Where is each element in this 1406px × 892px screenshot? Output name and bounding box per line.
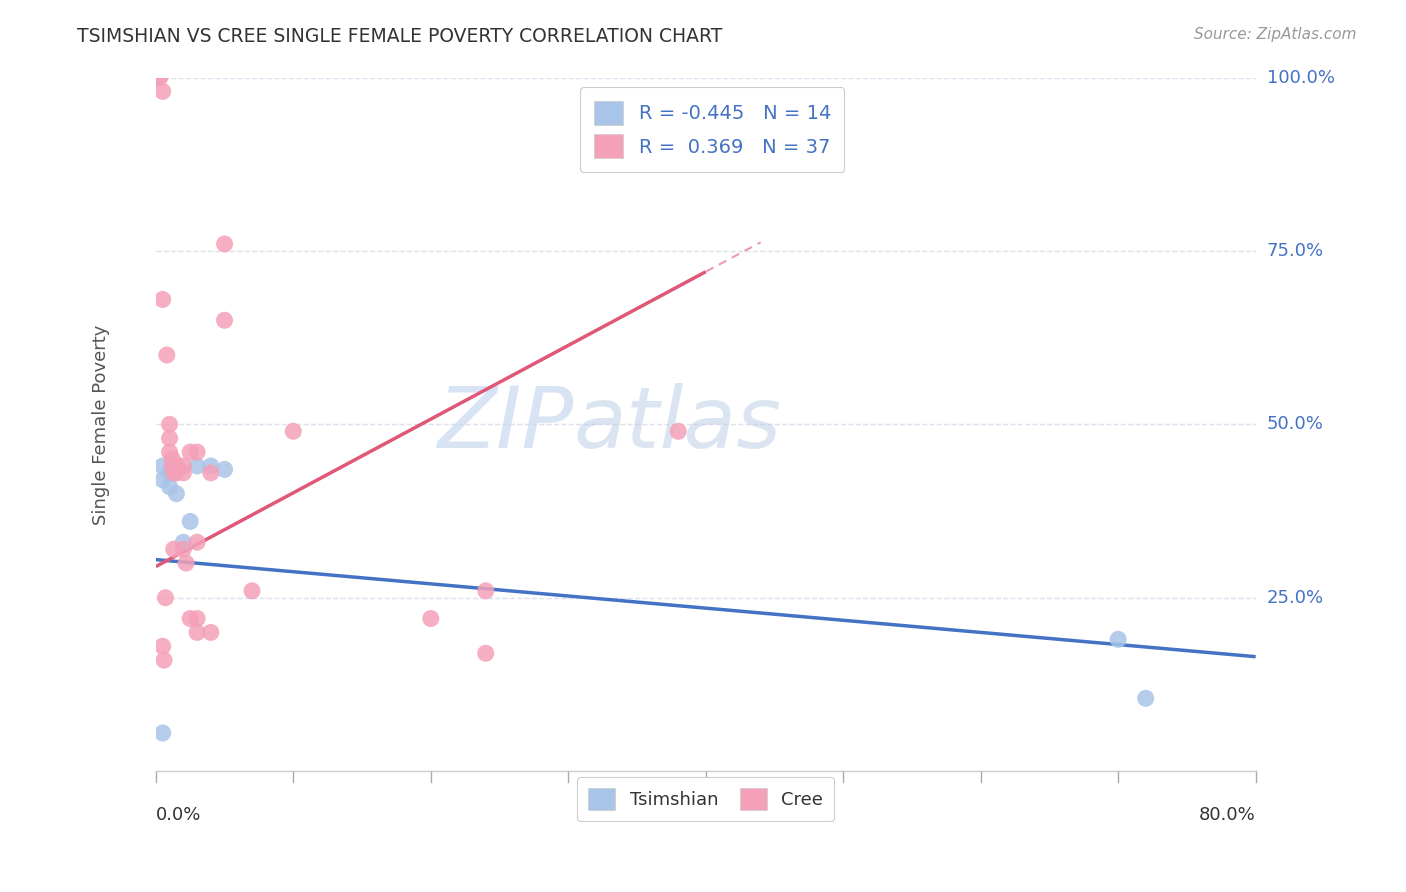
Point	[152, 458, 174, 473]
Point	[179, 515, 201, 529]
Point	[172, 466, 194, 480]
Point	[186, 611, 208, 625]
Point	[666, 424, 689, 438]
Point	[152, 640, 174, 654]
Point	[152, 84, 174, 98]
Point	[214, 237, 236, 252]
Point	[159, 417, 181, 432]
Legend: Tsimshian, Cree: Tsimshian, Cree	[578, 777, 834, 821]
Point	[200, 458, 222, 473]
Point	[1107, 632, 1129, 647]
Text: 75.0%: 75.0%	[1267, 242, 1324, 260]
Text: Single Female Poverty: Single Female Poverty	[91, 324, 110, 524]
Text: 80.0%: 80.0%	[1199, 805, 1256, 824]
Point	[152, 726, 174, 740]
Point	[165, 458, 187, 473]
Point	[155, 591, 177, 605]
Point	[159, 431, 181, 445]
Point	[172, 542, 194, 557]
Point	[159, 466, 181, 480]
Point	[240, 583, 263, 598]
Point	[172, 458, 194, 473]
Point	[156, 348, 179, 362]
Point	[174, 556, 197, 570]
Point	[148, 70, 170, 85]
Point	[152, 293, 174, 307]
Point	[162, 452, 184, 467]
Point	[474, 583, 496, 598]
Point	[179, 611, 201, 625]
Point	[186, 535, 208, 549]
Text: 100.0%: 100.0%	[1267, 69, 1334, 87]
Point	[179, 445, 201, 459]
Text: TSIMSHIAN VS CREE SINGLE FEMALE POVERTY CORRELATION CHART: TSIMSHIAN VS CREE SINGLE FEMALE POVERTY …	[77, 27, 723, 45]
Point	[283, 424, 305, 438]
Point	[419, 611, 441, 625]
Point	[165, 462, 187, 476]
Point	[200, 466, 222, 480]
Text: ZIP: ZIP	[437, 383, 574, 466]
Point	[159, 445, 181, 459]
Text: 50.0%: 50.0%	[1267, 416, 1323, 434]
Point	[1135, 691, 1157, 706]
Point	[163, 542, 186, 557]
Point	[159, 480, 181, 494]
Point	[153, 653, 176, 667]
Point	[162, 458, 184, 473]
Point	[152, 473, 174, 487]
Point	[186, 445, 208, 459]
Point	[200, 625, 222, 640]
Text: 0.0%: 0.0%	[156, 805, 201, 824]
Text: atlas: atlas	[574, 383, 782, 466]
Point	[165, 486, 187, 500]
Point	[172, 535, 194, 549]
Point	[165, 466, 187, 480]
Point	[186, 458, 208, 473]
Point	[163, 466, 186, 480]
Text: 25.0%: 25.0%	[1267, 589, 1324, 607]
Point	[186, 625, 208, 640]
Text: Source: ZipAtlas.com: Source: ZipAtlas.com	[1194, 27, 1357, 42]
Point	[214, 462, 236, 476]
Point	[474, 646, 496, 660]
Point	[149, 70, 172, 85]
Point	[214, 313, 236, 327]
